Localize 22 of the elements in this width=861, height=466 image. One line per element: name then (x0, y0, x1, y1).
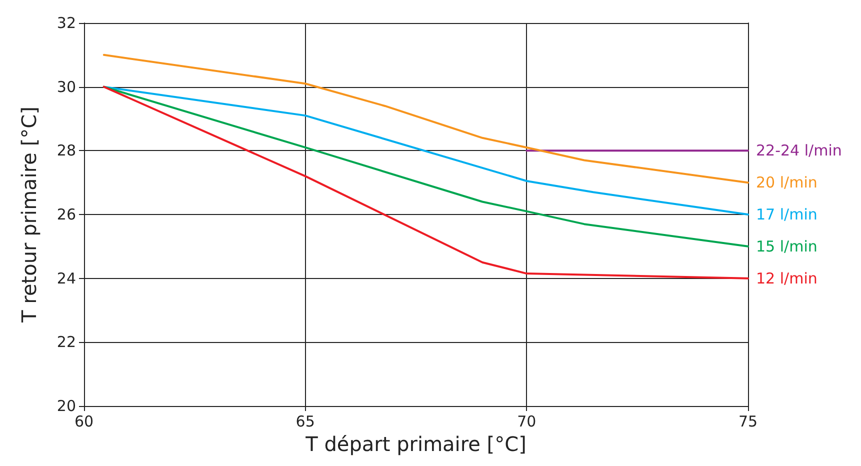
y-tick-label: 24 (56, 269, 76, 288)
x-tick-label: 70 (517, 412, 536, 430)
line-series (102, 86, 749, 216)
line-series (102, 86, 749, 248)
y-tick-label: 30 (56, 78, 76, 96)
x-tick-label: 75 (738, 412, 758, 430)
series-label: 22-24 l/min (756, 142, 842, 160)
x-tick-label: 65 (296, 412, 315, 430)
y-tick-label: 22 (56, 333, 76, 352)
x-axis-title: T départ primaire [°C] (304, 432, 526, 456)
series-label: 15 l/min (756, 237, 818, 256)
series-label: 20 l/min (756, 174, 818, 192)
y-tick-label: 32 (56, 14, 76, 32)
y-tick-label: 26 (56, 206, 76, 224)
series-label: 12 l/min (756, 269, 818, 288)
x-tick-label: 60 (74, 412, 94, 430)
line-series (102, 86, 749, 280)
y-axis-title: T retour primaire [°C] (17, 106, 41, 324)
series-label: 17 l/min (756, 206, 818, 224)
line-series (102, 54, 749, 184)
y-tick-label: 20 (56, 397, 76, 415)
y-tick-label: 28 (56, 142, 76, 160)
